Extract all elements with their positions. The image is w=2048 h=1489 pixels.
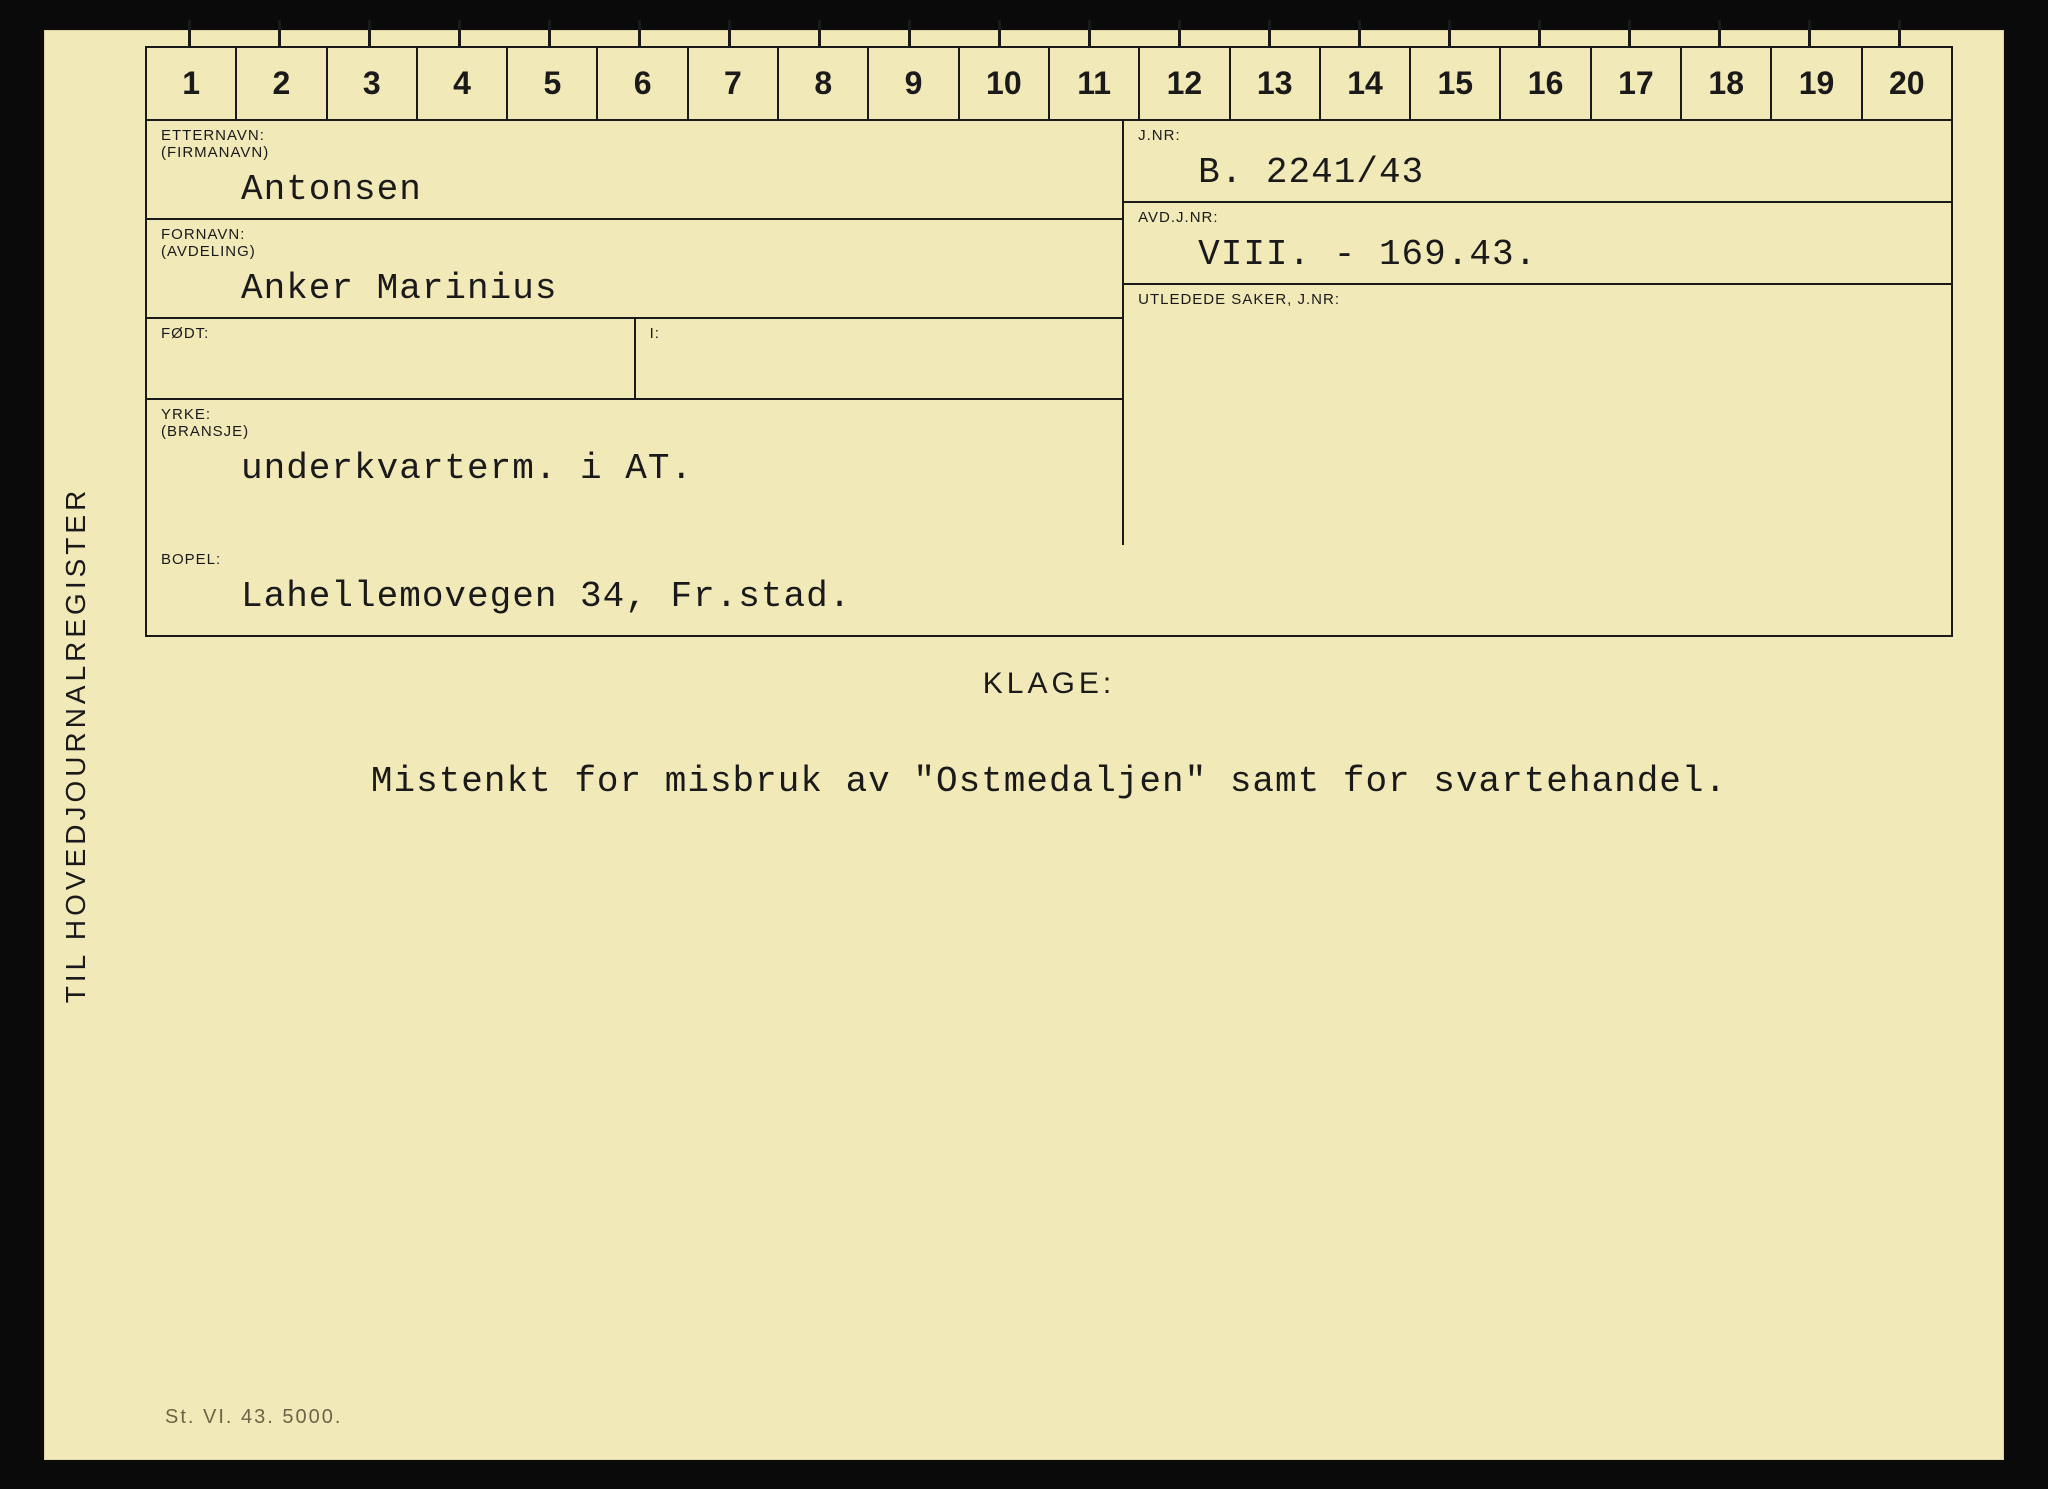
label-utledede: UTLEDEDE SAKER, J.NR:: [1138, 291, 1937, 308]
klage-section: KLAGE: Mistenkt for misbruk av "Ostmedal…: [145, 637, 1953, 832]
field-jnr: J.NR: B. 2241/43: [1124, 121, 1951, 203]
left-column: ETTERNAVN: (FIRMANAVN) Antonsen FORNAVN:…: [147, 121, 1122, 545]
value-etternavn: Antonsen: [161, 169, 1108, 210]
ruler-cell: 5: [508, 48, 598, 119]
field-fodt-i: I:: [636, 319, 1123, 398]
field-fodt: FØDT:: [147, 319, 636, 398]
label-jnr: J.NR:: [1138, 127, 1937, 144]
ruler-cell: 8: [779, 48, 869, 119]
index-card: TIL HOVEDJOURNALREGISTER 1 2 3 4 5 6 7 8…: [44, 30, 2004, 1460]
label-fodt-i: I:: [650, 325, 1109, 342]
label-avdjnr: AVD.J.NR:: [1138, 209, 1937, 226]
value-jnr: B. 2241/43: [1138, 152, 1937, 193]
field-avdjnr: AVD.J.NR: VIII. - 169.43.: [1124, 203, 1951, 285]
label-etternavn: ETTERNAVN:: [161, 127, 1108, 144]
ruler-cell: 17: [1592, 48, 1682, 119]
value-fodt: [161, 350, 620, 390]
klage-text: Mistenkt for misbruk av "Ostmedaljen" sa…: [185, 761, 1913, 802]
ruler-cell: 20: [1863, 48, 1953, 119]
ruler-cell: 12: [1140, 48, 1230, 119]
ruler-cell: 3: [328, 48, 418, 119]
ruler-cell: 9: [869, 48, 959, 119]
ruler-cell: 6: [598, 48, 688, 119]
ruler-cell: 10: [960, 48, 1050, 119]
value-utledede: [1138, 316, 1937, 356]
right-column: J.NR: B. 2241/43 AVD.J.NR: VIII. - 169.4…: [1122, 121, 1951, 545]
footer-code: St. VI. 43. 5000.: [165, 1406, 342, 1429]
ruler-cell: 2: [237, 48, 327, 119]
ruler-cell: 16: [1501, 48, 1591, 119]
label-yrke: YRKE:: [161, 406, 1108, 423]
ruler-cell: 14: [1321, 48, 1411, 119]
label-fornavn: FORNAVN:: [161, 226, 1108, 243]
field-yrke: YRKE: (BRANSJE) underkvarterm. i AT.: [147, 400, 1122, 497]
sublabel-etternavn: (FIRMANAVN): [161, 144, 1108, 161]
ruler-cell: 18: [1682, 48, 1772, 119]
ruler-cell: 1: [145, 48, 237, 119]
klage-title: KLAGE:: [185, 667, 1913, 701]
ruler-cell: 11: [1050, 48, 1140, 119]
form-grid: ETTERNAVN: (FIRMANAVN) Antonsen FORNAVN:…: [145, 121, 1953, 545]
label-bopel: BOPEL:: [161, 551, 1937, 568]
value-bopel: Lahellemovegen 34, Fr.stad.: [161, 576, 1937, 617]
ruler-row: 1 2 3 4 5 6 7 8 9 10 11 12 13 14 15 16 1…: [145, 46, 1953, 121]
ruler-cell: 19: [1772, 48, 1862, 119]
value-avdjnr: VIII. - 169.43.: [1138, 234, 1937, 275]
ruler-cell: 13: [1231, 48, 1321, 119]
sublabel-yrke: (BRANSJE): [161, 423, 1108, 440]
field-utledede: UTLEDEDE SAKER, J.NR:: [1124, 285, 1951, 545]
ruler-cell: 15: [1411, 48, 1501, 119]
field-fornavn: FORNAVN: (AVDELING) Anker Marinius: [147, 220, 1122, 319]
label-fodt: FØDT:: [161, 325, 620, 342]
sublabel-fornavn: (AVDELING): [161, 243, 1108, 260]
ruler-cell: 4: [418, 48, 508, 119]
field-fodt-row: FØDT: I:: [147, 319, 1122, 400]
value-yrke: underkvarterm. i AT.: [161, 448, 1108, 489]
card-content: 1 2 3 4 5 6 7 8 9 10 11 12 13 14 15 16 1…: [145, 31, 1953, 832]
ruler-cell: 7: [689, 48, 779, 119]
field-bopel: BOPEL: Lahellemovegen 34, Fr.stad.: [145, 545, 1953, 637]
value-fornavn: Anker Marinius: [161, 268, 1108, 309]
field-etternavn: ETTERNAVN: (FIRMANAVN) Antonsen: [147, 121, 1122, 220]
side-label: TIL HOVEDJOURNALREGISTER: [60, 486, 92, 1003]
